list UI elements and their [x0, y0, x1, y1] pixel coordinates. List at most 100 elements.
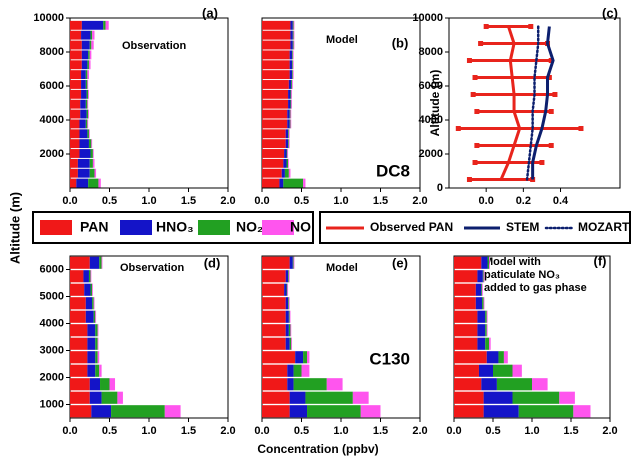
legend-swatch	[262, 220, 294, 235]
bar-segment	[70, 40, 82, 50]
bar-segment	[292, 50, 293, 60]
bar-segment	[89, 256, 100, 269]
bar-segment	[290, 89, 292, 99]
bar-segment	[289, 310, 291, 323]
error-cap	[472, 160, 478, 165]
bar-segment	[454, 283, 476, 296]
bar-segment	[97, 351, 100, 364]
bar-segment	[288, 139, 290, 149]
bar-segment	[262, 70, 290, 80]
bar-segment	[293, 256, 295, 269]
bar-segment	[454, 270, 478, 283]
bar-segment	[292, 20, 294, 30]
bar-segment	[81, 60, 88, 70]
error-cap	[548, 109, 554, 114]
bar-segment	[262, 270, 286, 283]
bar-segment	[289, 109, 291, 119]
bar-segment	[293, 364, 302, 377]
x-tick-label: 0.2	[516, 195, 531, 207]
bar-segment	[87, 119, 89, 129]
bar-segment	[285, 310, 289, 323]
bar-segment	[262, 119, 288, 129]
bar-segment	[289, 50, 293, 60]
bar-segment	[262, 168, 282, 178]
bar-segment	[81, 89, 87, 99]
bar-segment	[92, 30, 95, 40]
bar-segment	[288, 297, 290, 310]
bar-segment	[99, 256, 102, 269]
annotation: paticulate NO₃	[484, 269, 560, 281]
bar-segment	[81, 40, 90, 50]
x-tick-label: 1.5	[373, 195, 388, 207]
bar-segment	[493, 364, 513, 377]
legend-label: Observed PAN	[370, 220, 453, 234]
bar-segment	[88, 178, 99, 188]
bar-segment	[454, 297, 476, 310]
bar-segment	[285, 129, 289, 139]
bar-segment	[262, 30, 291, 40]
bar-segment	[290, 40, 293, 50]
bar-segment	[286, 158, 289, 168]
bar-segment	[88, 109, 89, 119]
bar-segment	[88, 89, 89, 99]
y-tick-label: 10000	[33, 12, 64, 24]
bar-segment	[85, 70, 88, 80]
bar-segment	[70, 60, 82, 70]
bar-segment	[291, 89, 293, 99]
x-tick-label: 0.5	[485, 425, 500, 437]
bar-segment	[90, 30, 93, 40]
bar-segment	[70, 405, 92, 418]
error-cap	[474, 109, 480, 114]
bar-segment	[477, 337, 486, 350]
bar-segment	[482, 270, 484, 283]
bar-segment	[101, 391, 118, 404]
y-tick-label: 2000	[419, 148, 443, 160]
bar-segment	[70, 70, 82, 80]
bar-segment	[454, 324, 478, 337]
bar-segment	[262, 89, 289, 99]
x-tick-label: 0.5	[102, 425, 117, 437]
bar-segment	[97, 337, 99, 350]
bar-segment	[88, 270, 91, 283]
y-tick-label: 8000	[40, 46, 64, 58]
bar-segment	[481, 283, 483, 296]
y-tick-label: 6000	[419, 80, 443, 92]
line	[531, 26, 555, 180]
bar-segment	[92, 158, 95, 168]
bar-segment	[262, 351, 296, 364]
x-tick-label: 0.0	[254, 425, 269, 437]
bar-segment	[288, 139, 289, 149]
bar-segment	[285, 270, 289, 283]
bar-segment	[262, 158, 284, 168]
bar-segment	[70, 270, 84, 283]
bar-segment	[481, 378, 497, 391]
bar-segment	[91, 40, 94, 50]
bar-segment	[81, 80, 86, 89]
error-cap	[548, 143, 554, 148]
bar-segment	[85, 310, 94, 323]
bar-segment	[87, 337, 96, 350]
bar-segment	[291, 337, 293, 350]
bar-segment	[483, 391, 513, 404]
bar-segment	[70, 50, 82, 60]
line	[499, 26, 522, 181]
y-tick-label: 3000	[40, 344, 64, 356]
y-tick-label: 8000	[419, 46, 443, 58]
error-cap	[466, 177, 472, 182]
bar-segment	[285, 297, 289, 310]
bar-segment	[292, 60, 293, 70]
bar-segment	[291, 99, 293, 109]
bar-segment	[482, 283, 483, 296]
bar-segment	[98, 178, 101, 188]
bar-segment	[481, 256, 488, 269]
bar-segment	[290, 119, 292, 129]
bar-segment	[290, 20, 293, 30]
x-tick-label: 1.0	[524, 425, 539, 437]
bar-segment	[89, 158, 93, 168]
bar-segment	[89, 40, 92, 50]
bar-segment	[70, 178, 77, 188]
bar-segment	[262, 139, 286, 149]
bar-segment	[489, 256, 490, 269]
bar-segment	[518, 405, 574, 418]
bar-segment	[283, 178, 304, 188]
